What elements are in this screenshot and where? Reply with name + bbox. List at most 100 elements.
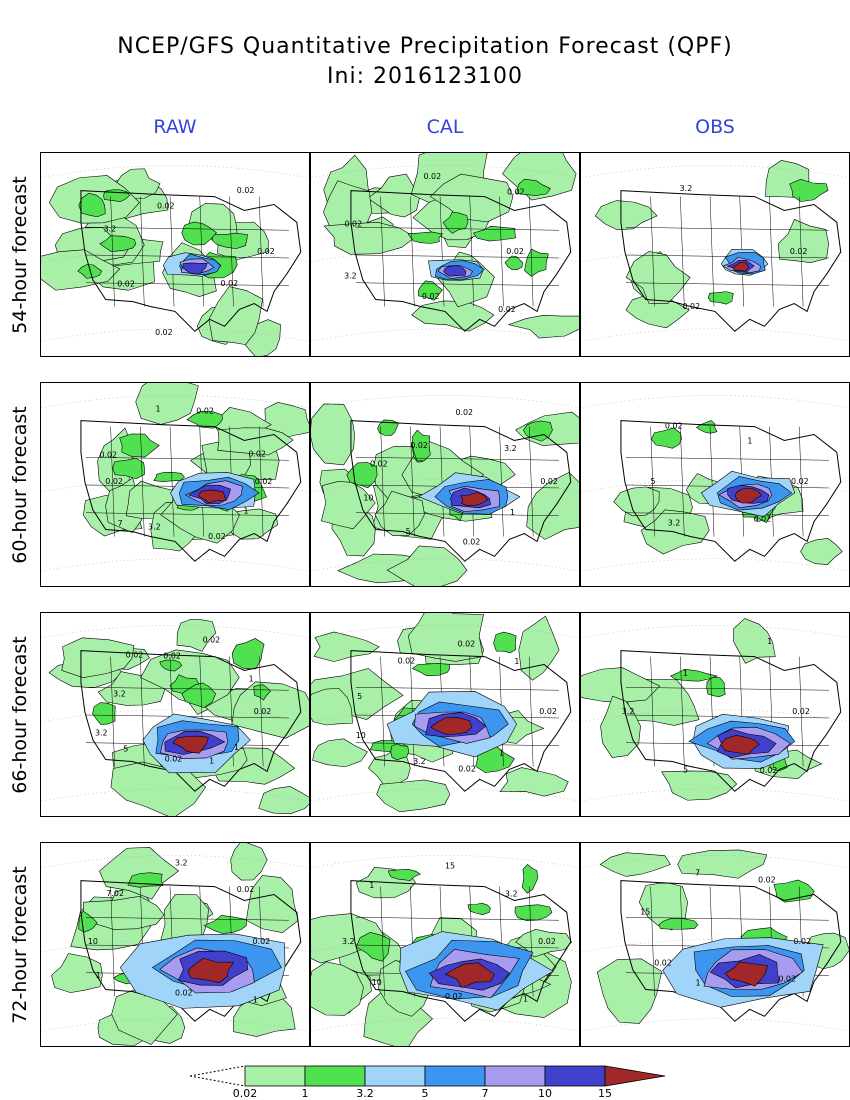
- precip-area-moderate: [707, 291, 734, 305]
- contour-label: 0.02: [758, 875, 776, 884]
- map-panel-cal-60h: 0.02 1 0.02 5 10 0.02 0.02 0.02 3.2: [310, 382, 580, 587]
- contour-label: 0.02: [455, 408, 473, 417]
- contour-label: 3.2: [113, 690, 126, 699]
- contour-label: 0.02: [117, 279, 135, 288]
- contour-label: 3.2: [95, 729, 108, 738]
- contour-label: 0.02: [539, 707, 557, 716]
- precip-area-moderate: [521, 863, 539, 894]
- contour-label: 1: [234, 743, 239, 752]
- precip-area-moderate: [442, 211, 469, 234]
- row-label-text: 54-hour forecast: [9, 175, 31, 334]
- contour-label: 0.02: [422, 292, 440, 301]
- lat-lon-grid: [41, 395, 309, 572]
- contour-label: 5: [683, 766, 688, 775]
- contour-label: 1: [253, 996, 258, 1005]
- precip-area-light: [625, 251, 691, 305]
- contour-label: 5: [123, 744, 128, 753]
- precip-area-moderate: [159, 659, 183, 672]
- precip-area-15: [429, 717, 472, 735]
- contour-label: 0.02: [498, 305, 516, 314]
- contour-label: 1: [747, 437, 752, 446]
- precip-area-moderate: [99, 235, 137, 252]
- precip-area-moderate: [387, 869, 421, 881]
- row-label-60h: 60-hour forecast: [0, 382, 40, 587]
- state-boundary: [258, 196, 264, 307]
- contour-label: 3.2: [504, 444, 517, 453]
- precip-area-light: [800, 538, 843, 565]
- precip-area-light: [596, 958, 663, 1024]
- precip-area-moderate: [377, 419, 400, 436]
- country-outline: [620, 190, 842, 332]
- precip-area-light: [733, 618, 776, 664]
- state-boundary: [169, 426, 175, 537]
- precip-area-light: [323, 222, 416, 255]
- row-label-text: 60-hour forecast: [9, 405, 31, 564]
- map-panel-raw-54h: 0.02 0.02 0.02 0.02 3.2 0.02 0.02: [40, 152, 310, 357]
- precip-area-light: [661, 770, 738, 801]
- column-header-cal: CAL: [426, 116, 464, 138]
- contour-label: 0.02: [792, 707, 810, 716]
- colorbar-segment: [424, 1065, 486, 1087]
- contour-label: 0.02: [507, 188, 525, 197]
- contour-label: 3.2: [344, 272, 357, 281]
- precip-area-light: [51, 953, 103, 993]
- contour-label: 0.02: [203, 636, 221, 645]
- precip-area-moderate: [472, 225, 517, 242]
- contour-label: 0.02: [257, 247, 275, 256]
- state-boundary: [680, 196, 685, 307]
- state-boundary: [528, 426, 534, 537]
- contour-label: 1: [209, 757, 214, 766]
- map-panel-obs-54h: 0.02 0.02 3.2: [580, 152, 850, 357]
- contour-label: 1: [695, 979, 700, 988]
- state-boundary: [355, 512, 559, 516]
- state-boundary: [439, 196, 445, 307]
- lat-lon-grid: [581, 165, 849, 342]
- colorbar-tick-label: 0.02: [233, 1087, 258, 1098]
- contour-label: 0.02: [344, 220, 362, 229]
- precip-area-light: [677, 849, 768, 879]
- precip-area-15: [172, 735, 209, 754]
- state-boundary: [469, 196, 474, 307]
- state-boundary: [85, 457, 289, 461]
- precip-area-light: [518, 615, 560, 681]
- contour-label: 0.02: [458, 639, 476, 648]
- precip-area-moderate: [514, 904, 553, 922]
- precip-area-light: [135, 383, 199, 425]
- precip-area-15: [720, 734, 760, 755]
- contour-label: 10: [88, 937, 98, 946]
- precip-area-moderate: [78, 192, 106, 218]
- precip-area-light: [411, 300, 495, 332]
- precipitation-colorbar: 0.02 1 3.2 5 7 10 15: [190, 1065, 666, 1098]
- contour-label: 0.02: [538, 937, 556, 946]
- precip-area-moderate: [706, 676, 726, 697]
- contour-label: 0.02: [99, 451, 117, 460]
- state-boundary: [439, 426, 445, 537]
- state-boundary: [355, 282, 559, 286]
- precip-map: 0.02 1 0.02 1 10 7.02 3.2 0.02: [41, 843, 309, 1046]
- colorbar-segment: [364, 1065, 426, 1087]
- colorbar-segment-max: [604, 1065, 666, 1087]
- column-header-raw: RAW: [153, 116, 197, 138]
- contour-label: 15: [640, 907, 650, 916]
- precip-area-light: [245, 875, 299, 934]
- precip-area-light: [99, 847, 180, 900]
- lat-lon-grid: [41, 165, 309, 342]
- contour-label: 0.02: [157, 201, 175, 210]
- contour-label: 1: [369, 881, 374, 890]
- precip-area-moderate: [211, 232, 248, 250]
- precip-area-light: [599, 852, 671, 877]
- state-boundary: [85, 282, 289, 286]
- contour-label: 0.02: [221, 279, 239, 288]
- precip-area-light: [311, 687, 353, 726]
- state-boundary: [680, 426, 685, 537]
- contour-label: 0.02: [665, 422, 683, 431]
- contour-label: 0.02: [410, 441, 428, 450]
- precip-area-light: [61, 637, 135, 678]
- contour-label: 0.02: [793, 937, 811, 946]
- precip-area-moderate: [789, 179, 829, 202]
- precip-area-moderate: [231, 638, 265, 670]
- state-boundary: [140, 656, 145, 767]
- precip-area-15: [732, 262, 749, 272]
- contour-label: 7: [695, 869, 700, 878]
- colorbar-tick-label: 3.2: [356, 1087, 374, 1098]
